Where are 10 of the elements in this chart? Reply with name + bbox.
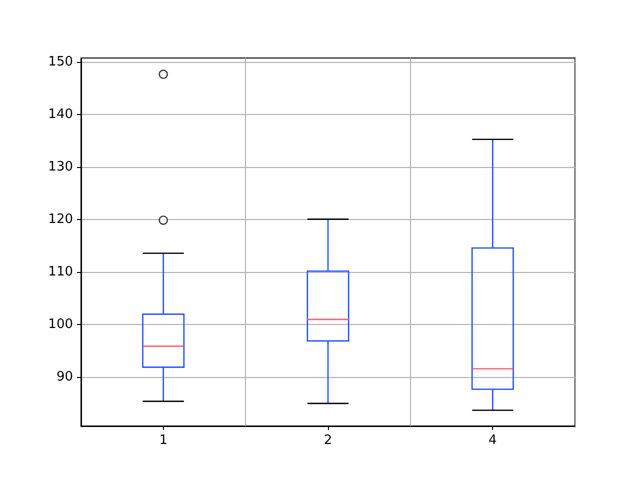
x-tick-label: 1: [159, 433, 168, 448]
y-tick-label: 110: [48, 264, 73, 280]
y-tick-label: 90: [56, 370, 73, 385]
y-tick-label: 130: [48, 160, 73, 175]
y-tick-label: 150: [48, 54, 73, 70]
y-tick-label: 120: [48, 212, 73, 228]
x-tick-label: 2: [324, 433, 332, 448]
y-tick-label: 100: [48, 317, 73, 332]
x-tick-label: 4: [488, 433, 497, 448]
y-tick-label: 140: [48, 107, 73, 122]
